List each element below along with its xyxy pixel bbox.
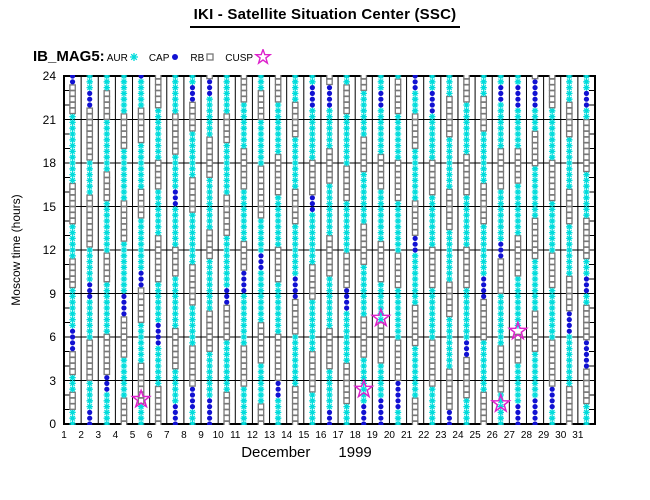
x-tick-label: 6	[146, 430, 153, 441]
legend-item-cap: CAP	[149, 53, 189, 64]
x-axis-month: December	[241, 444, 311, 461]
x-tick-label: 15	[298, 430, 310, 441]
page-title-wrap: IKI - Satellite Situation Center (SSC)	[0, 6, 650, 28]
cusp-event-star	[370, 306, 392, 328]
x-tick-label: 13	[263, 430, 276, 441]
plot-canvas	[63, 72, 596, 428]
x-tick-label: 1	[61, 430, 67, 441]
legend-item-label: RB	[190, 53, 205, 64]
x-tick-label: 26	[486, 430, 498, 441]
legend-item-cusp: CUSP	[225, 47, 273, 65]
x-tick-label: 5	[129, 430, 136, 441]
x-tick-label: 24	[452, 430, 464, 441]
y-tick-label: 21	[42, 112, 56, 127]
x-tick-label: 2	[78, 430, 84, 441]
x-tick-label: 21	[401, 430, 413, 441]
x-tick-label: 28	[520, 430, 533, 441]
x-tick-label: 25	[469, 430, 481, 441]
y-tick-label: 0	[49, 417, 56, 431]
x-tick-label: 16	[315, 430, 327, 441]
x-tick-label: 8	[181, 430, 187, 441]
y-tick-label: 24	[42, 69, 56, 83]
x-axis-label: December 1999	[40, 444, 573, 461]
y-tick-label: 15	[42, 199, 56, 214]
y-tick-label: 12	[42, 243, 56, 257]
legend-item-label: CAP	[148, 53, 170, 64]
y-tick-label: 6	[49, 330, 56, 344]
square-marker-icon	[206, 53, 214, 61]
page-title: IKI - Satellite Situation Center (SSC)	[189, 6, 461, 28]
x-tick-label: 27	[503, 430, 515, 441]
x-tick-label: 31	[572, 430, 584, 441]
legend-item-label: AUR	[106, 53, 128, 64]
x-tick-label: 18	[349, 430, 361, 441]
cusp-event-star	[130, 388, 152, 409]
y-tick-label: 9	[49, 286, 56, 301]
x-tick-label: 10	[212, 430, 224, 441]
x-tick-label: 7	[163, 430, 170, 441]
x-tick-label: 22	[418, 430, 430, 441]
star-marker-icon	[253, 47, 273, 65]
legend-item-label: CUSP	[225, 53, 254, 64]
cusp-event-star	[353, 377, 375, 399]
legend-items: AUR CAP RB CUSP	[105, 47, 273, 65]
y-tick-label: 3	[49, 373, 56, 388]
legend-item-rb: RB	[190, 53, 223, 64]
x-tick-label: 17	[332, 430, 344, 441]
x-tick-label: 11	[230, 430, 241, 441]
cusp-event-star	[489, 392, 512, 413]
x-tick-label: 4	[112, 430, 119, 441]
x-axis-year: 1999	[338, 444, 372, 461]
circle-marker-icon	[172, 54, 179, 60]
x-tick-label: 3	[95, 430, 102, 441]
legend-item-aur: AUR	[107, 53, 147, 64]
x-tick-label: 20	[383, 430, 395, 441]
x-tick-label: 29	[538, 430, 550, 441]
plot-area	[63, 72, 596, 428]
legend-prefix: IB_MAG5:	[33, 48, 105, 65]
y-tick-label: 18	[42, 156, 56, 170]
y-axis-label: Moscow time (hours)	[9, 194, 23, 306]
cusp-event-star	[507, 319, 529, 341]
x-tick-label: 9	[198, 430, 204, 441]
x-tick-label: 14	[281, 430, 293, 441]
legend: IB_MAG5: AUR CAP RB CUSP	[33, 47, 273, 66]
x-tick-label: 12	[246, 430, 258, 441]
x-tick-label: 23	[435, 430, 447, 441]
asterisk-marker-icon	[129, 53, 138, 61]
x-tick-label: 30	[555, 430, 567, 441]
x-tick-label: 19	[366, 430, 378, 441]
